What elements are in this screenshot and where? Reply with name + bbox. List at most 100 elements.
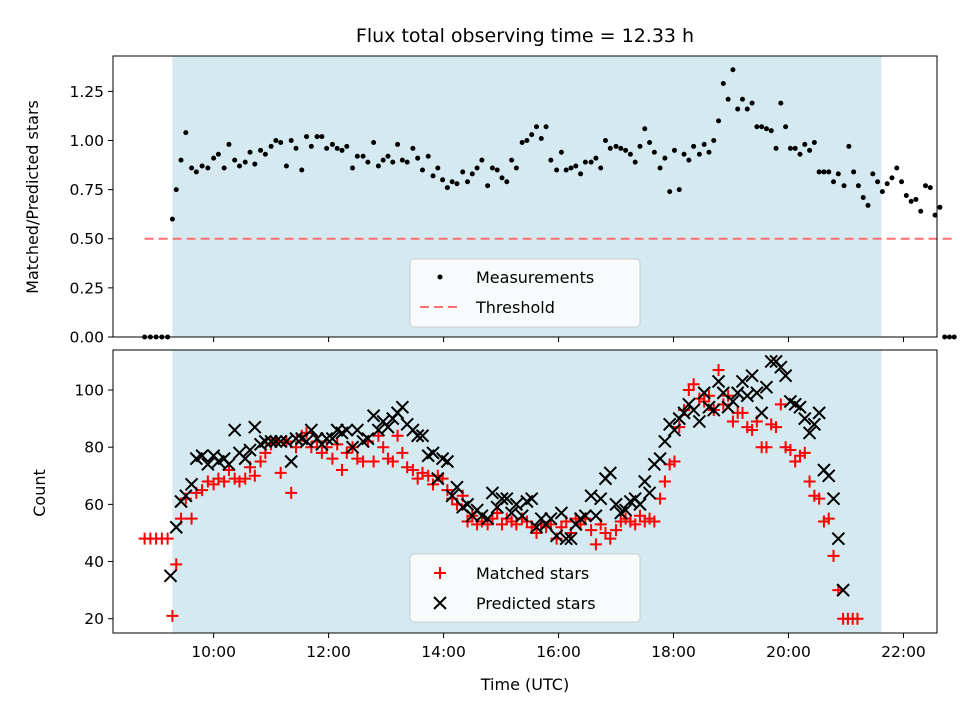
matched-star-point: [803, 475, 816, 488]
measurement-point: [519, 139, 525, 145]
predicted-star-point: [524, 491, 539, 506]
measurement-point: [474, 165, 480, 171]
predicted-star-point: [179, 489, 193, 503]
predicted-star-point: [529, 520, 544, 534]
measurement-point: [499, 175, 505, 181]
predicted-star-point: [395, 400, 410, 414]
measurement-point: [598, 165, 604, 171]
measurement-point: [744, 106, 750, 112]
predicted-star-point: [658, 434, 672, 449]
matched-star-point: [604, 532, 617, 545]
predicted-star-point: [667, 423, 682, 437]
bottom-xlabel: Time (UTC): [480, 675, 569, 694]
measurement-point: [215, 151, 221, 157]
predicted-star-point: [304, 423, 319, 437]
legend-predicted-marker: [433, 596, 447, 610]
matched-star-point: [629, 518, 642, 531]
measurement-point: [178, 157, 184, 163]
measurement-point: [460, 169, 466, 175]
measurement-point: [435, 165, 441, 171]
top-ytick-label: 0.50: [69, 230, 104, 248]
predicted-star-point: [549, 529, 564, 543]
predicted-star-point: [184, 477, 199, 492]
matched-star-point: [185, 512, 198, 525]
matched-star-point: [702, 389, 715, 402]
matched-star-point: [774, 398, 787, 411]
measurement-point: [927, 185, 933, 191]
predicted-star-point: [618, 503, 633, 517]
matched-star-point: [285, 486, 298, 499]
measurement-point: [568, 165, 574, 171]
predicted-star-point: [686, 403, 701, 417]
measurement-point: [739, 96, 745, 102]
measurement-point: [360, 153, 366, 159]
measurement-point: [558, 149, 564, 155]
measurement-point: [588, 159, 594, 165]
predicted-star-point: [697, 386, 711, 400]
predicted-star-point: [273, 434, 288, 449]
measurement-point: [415, 155, 421, 161]
predicted-star-point: [264, 434, 278, 449]
bottom-xtick-label: 18:00: [651, 643, 696, 661]
matched-star-point: [351, 452, 364, 465]
matched-star-point: [326, 452, 339, 465]
measurement-point: [221, 165, 227, 171]
predicted-star-point: [653, 451, 667, 466]
predicted-star-point: [764, 354, 778, 369]
measurement-point: [404, 159, 410, 165]
measurement-point: [425, 153, 431, 159]
predicted-star-point: [802, 426, 817, 440]
measurement-point: [524, 137, 530, 143]
measurement-point: [268, 143, 274, 149]
matched-star-point: [274, 466, 287, 479]
predicted-star-point: [812, 406, 826, 420]
measurement-point: [548, 157, 554, 163]
predicted-star-point: [515, 509, 529, 523]
top-panel: 0.00 0.25 0.50 0.75 1.00 1.25 Flux total obse…: [23, 25, 957, 347]
predicted-star-point: [609, 497, 623, 512]
predicted-star-point: [381, 420, 395, 434]
predicted-star-point: [445, 489, 459, 503]
measurement-point: [380, 157, 386, 163]
measurement-point: [787, 145, 793, 151]
bottom-xtick-label: 20:00: [766, 643, 811, 661]
measurement-point: [419, 167, 425, 173]
measurement-point: [889, 175, 895, 181]
top-legend-box: [409, 258, 641, 328]
measurement-point: [399, 157, 405, 163]
measurement-point: [479, 157, 485, 163]
matched-star-point: [736, 406, 749, 419]
matched-star-point: [166, 609, 179, 622]
legend-measurements-marker: [437, 274, 443, 280]
measurement-point: [875, 179, 881, 185]
measurement-point: [385, 153, 391, 159]
measurement-point: [725, 96, 731, 102]
measurement-point: [778, 100, 784, 106]
measurement-point: [671, 147, 677, 153]
matched-star-point: [372, 429, 385, 442]
measurement-point: [701, 141, 707, 147]
predicted-star-point: [440, 454, 455, 469]
predicted-star-point: [740, 389, 754, 403]
measurement-point: [730, 67, 736, 73]
measurement-point: [350, 165, 356, 171]
predicted-star-point: [431, 471, 445, 486]
measurement-point: [533, 124, 539, 130]
predicted-star-point: [361, 431, 375, 446]
measurement-point: [183, 130, 189, 136]
matched-star-point: [212, 472, 225, 485]
measurement-point: [797, 151, 803, 157]
matched-star-point: [196, 484, 209, 497]
predicted-star-point: [559, 531, 573, 546]
measurement-point: [329, 141, 335, 147]
measurement-point: [908, 198, 914, 204]
predicted-star-point: [201, 457, 215, 472]
predicted-star-point: [564, 531, 578, 546]
matched-star-point: [386, 455, 399, 468]
measurement-point: [676, 187, 682, 193]
matched-star-point: [254, 455, 267, 468]
matched-star-point: [406, 464, 419, 477]
measurement-point: [304, 134, 310, 140]
matched-star-point: [170, 558, 183, 571]
measurement-point: [711, 137, 717, 143]
